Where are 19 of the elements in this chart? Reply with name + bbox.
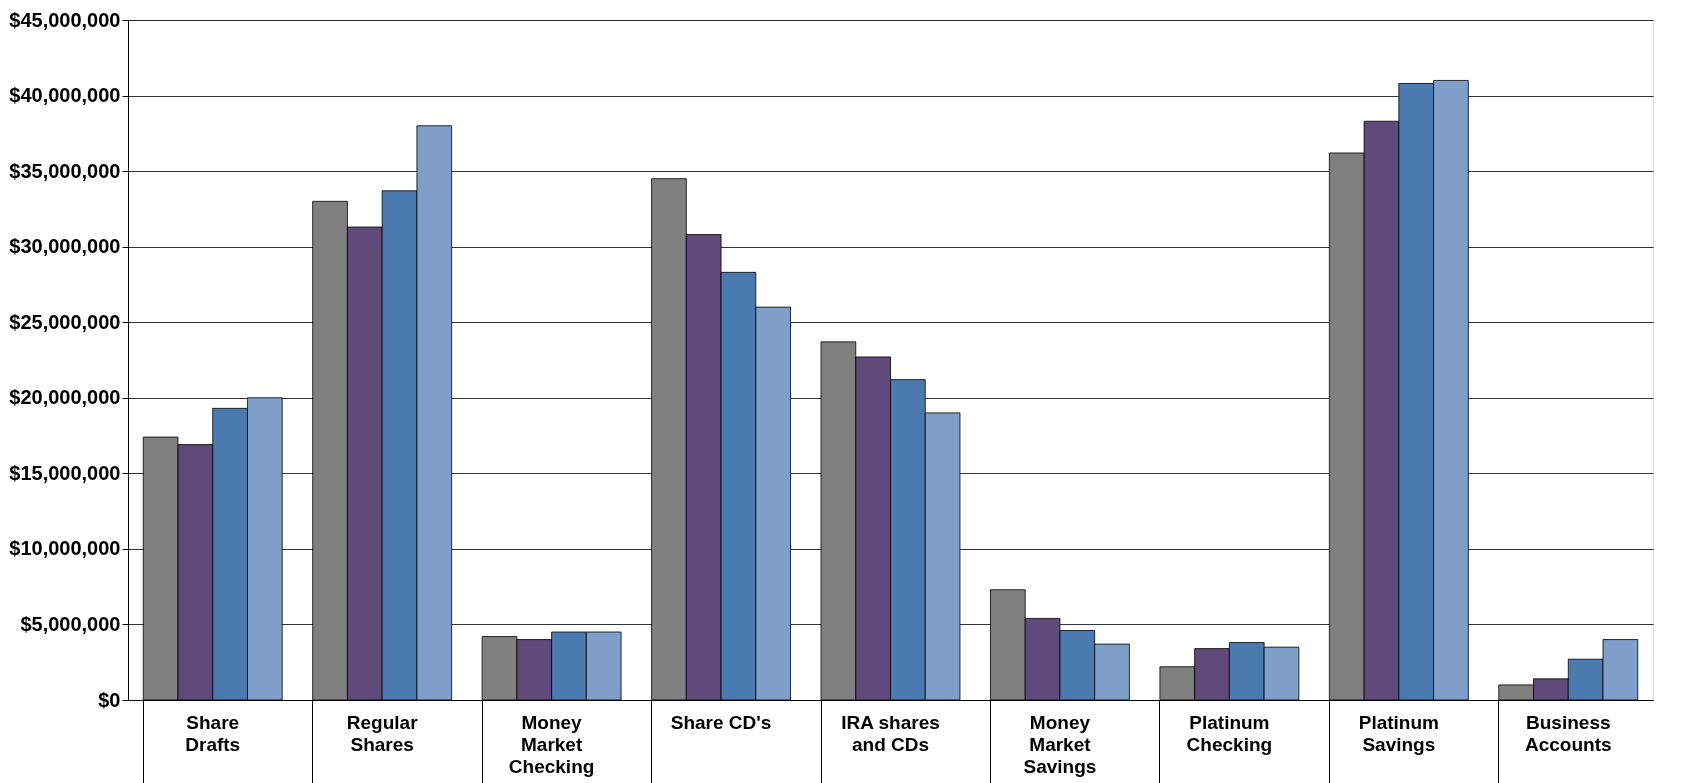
y-tick-label: $30,000,000 xyxy=(9,235,121,258)
x-tick-label: Money Market Savings xyxy=(1023,711,1097,777)
y-tick-label: $25,000,000 xyxy=(9,310,121,333)
x-tick-label: Money Market Checking xyxy=(508,711,595,777)
y-tick-label: $10,000,000 xyxy=(9,537,121,560)
y-tick-label: $45,000,000 xyxy=(9,8,121,31)
x-tick-label: Share Drafts xyxy=(185,711,241,755)
y-tick-label: $5,000,000 xyxy=(20,612,121,635)
x-tick-label: Regular Shares xyxy=(346,711,419,755)
x-tick-label: Platinum Savings xyxy=(1358,711,1439,755)
x-tick-label: Business Accounts xyxy=(1524,711,1612,755)
x-tick-label: Platinum Checking xyxy=(1186,711,1273,755)
y-tick-label: $35,000,000 xyxy=(9,159,121,182)
x-tick-label: IRA shares and CDs xyxy=(841,711,940,755)
y-tick-label: $15,000,000 xyxy=(9,461,121,484)
y-tick-label: $20,000,000 xyxy=(9,386,121,409)
x-tick-label: Share CD's xyxy=(670,711,772,733)
y-tick-label: $0 xyxy=(98,688,121,711)
y-tick-label: $40,000,000 xyxy=(9,84,121,107)
